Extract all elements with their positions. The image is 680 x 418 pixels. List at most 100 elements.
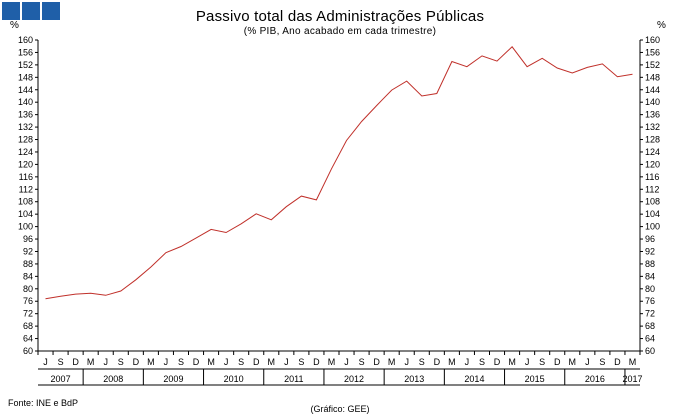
x-year-label: 2008 xyxy=(103,374,123,384)
y-tick-label-right: 60 xyxy=(645,346,655,356)
data-point xyxy=(195,237,197,239)
data-point xyxy=(165,252,167,254)
x-quarter-label: J xyxy=(43,357,48,367)
y-tick-label-left: 100 xyxy=(18,222,33,232)
y-tick-label-right: 112 xyxy=(645,184,659,194)
x-year-label: 2007 xyxy=(51,374,71,384)
y-tick-label-left: 156 xyxy=(18,47,33,57)
data-point xyxy=(390,89,392,91)
x-year-label: 2013 xyxy=(404,374,424,384)
data-point xyxy=(285,205,287,207)
y-tick-label-left: 76 xyxy=(23,296,33,306)
y-tick-label-right: 108 xyxy=(645,197,660,207)
series-line xyxy=(45,46,633,300)
y-tick-label-left: 80 xyxy=(23,284,33,294)
y-tick-label-right: 160 xyxy=(645,35,660,45)
x-quarter-label: M xyxy=(569,357,577,367)
y-tick-label-right: 96 xyxy=(645,234,655,244)
x-quarter-label: S xyxy=(238,357,244,367)
y-unit-right: % xyxy=(657,20,666,31)
y-tick-label-left: 92 xyxy=(23,246,33,256)
y-tick-label-left: 72 xyxy=(23,309,33,319)
y-tick-label-right: 124 xyxy=(645,147,660,157)
x-year-label: 2017 xyxy=(622,374,642,384)
x-quarter-label: M xyxy=(207,357,215,367)
data-point xyxy=(120,290,122,292)
chart-subtitle: (% PIB, Ano acabado em cada trimestre) xyxy=(243,26,437,37)
data-point xyxy=(631,73,633,75)
y-tick-label-right: 156 xyxy=(645,47,660,57)
chart-title: Passivo total das Administrações Pública… xyxy=(195,8,485,25)
data-point xyxy=(270,219,272,221)
data-point xyxy=(300,195,302,197)
x-year-label: 2009 xyxy=(163,374,183,384)
x-quarter-label: J xyxy=(344,357,349,367)
x-quarter-label: S xyxy=(419,357,425,367)
x-quarter-label: M xyxy=(268,357,276,367)
y-tick-label-right: 132 xyxy=(645,122,660,132)
x-quarter-label: J xyxy=(164,357,169,367)
x-quarter-label: D xyxy=(554,357,561,367)
x-year-label: 2012 xyxy=(344,374,364,384)
x-quarter-label: S xyxy=(599,357,605,367)
y-tick-label-right: 144 xyxy=(645,85,660,95)
x-quarter-label: J xyxy=(103,357,108,367)
data-point xyxy=(180,245,182,247)
x-quarter-label: M xyxy=(448,357,456,367)
y-tick-label-right: 148 xyxy=(645,72,660,82)
y-tick-label-left: 104 xyxy=(18,209,33,219)
y-tick-label-right: 72 xyxy=(645,309,655,319)
data-point xyxy=(541,57,543,59)
data-point xyxy=(210,228,212,230)
x-quarter-label: D xyxy=(434,357,441,367)
data-point xyxy=(105,294,107,296)
y-tick-label-left: 116 xyxy=(19,172,33,182)
data-point xyxy=(616,75,618,77)
y-tick-label-right: 136 xyxy=(645,110,660,120)
x-quarter-label: J xyxy=(465,357,470,367)
x-quarter-label: S xyxy=(58,357,64,367)
y-tick-label-left: 148 xyxy=(18,72,33,82)
data-point xyxy=(135,279,137,281)
data-point xyxy=(496,60,498,62)
x-quarter-label: D xyxy=(253,357,260,367)
x-quarter-label: J xyxy=(284,357,289,367)
y-tick-label-left: 84 xyxy=(23,271,33,281)
data-point xyxy=(601,63,603,65)
data-point xyxy=(586,66,588,68)
data-point xyxy=(511,46,513,48)
y-tick-label-right: 116 xyxy=(645,172,659,182)
data-point xyxy=(345,139,347,141)
data-point xyxy=(526,66,528,68)
x-quarter-label: D xyxy=(373,357,380,367)
y-unit-left: % xyxy=(10,20,19,31)
y-tick-label-left: 152 xyxy=(18,60,33,70)
x-quarter-label: M xyxy=(147,357,155,367)
y-tick-label-left: 88 xyxy=(23,259,33,269)
logo-square-2 xyxy=(22,2,40,20)
x-quarter-label: M xyxy=(388,357,396,367)
data-point xyxy=(571,72,573,74)
data-point xyxy=(74,293,76,295)
y-tick-label-right: 104 xyxy=(645,209,660,219)
data-point xyxy=(421,95,423,97)
y-tick-label-left: 64 xyxy=(23,334,33,344)
x-quarter-label: J xyxy=(404,357,409,367)
y-tick-label-right: 128 xyxy=(645,135,660,145)
x-quarter-label: M xyxy=(328,357,336,367)
data-point xyxy=(150,266,152,268)
data-point xyxy=(556,67,558,69)
y-tick-label-right: 76 xyxy=(645,296,655,306)
data-point xyxy=(406,80,408,82)
x-quarter-label: D xyxy=(494,357,501,367)
y-tick-label-left: 108 xyxy=(18,197,33,207)
y-tick-label-left: 144 xyxy=(18,85,33,95)
y-tick-label-left: 112 xyxy=(19,184,33,194)
data-point xyxy=(89,292,91,294)
y-tick-label-right: 100 xyxy=(645,222,660,232)
x-quarter-label: M xyxy=(508,357,516,367)
data-point xyxy=(481,55,483,57)
x-quarter-label: D xyxy=(133,357,140,367)
data-point xyxy=(315,199,317,201)
